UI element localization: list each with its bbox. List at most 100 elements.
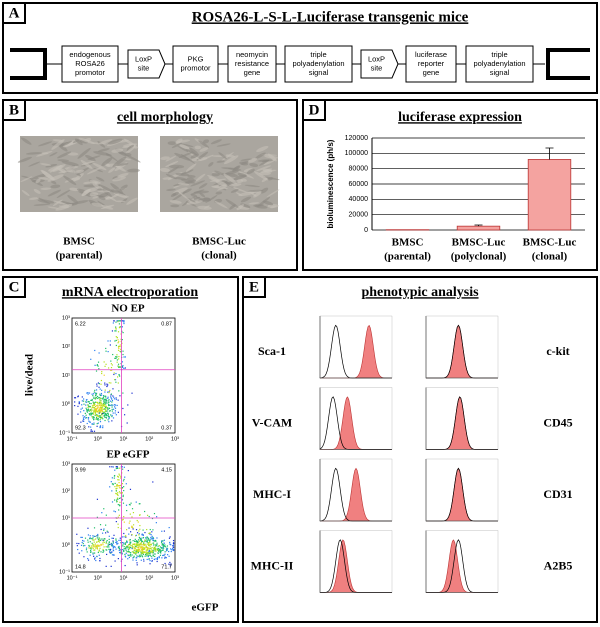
event-dot (117, 363, 120, 365)
event-dot (100, 538, 102, 540)
quadrant-value: 9.99 (75, 467, 86, 473)
event-dot (123, 515, 125, 518)
event-dot (148, 551, 150, 553)
event-dot (107, 402, 109, 404)
event-dot (111, 477, 113, 479)
event-dot (93, 416, 95, 419)
event-dot (131, 551, 134, 553)
event-dot (161, 544, 163, 546)
event-dot (123, 532, 125, 535)
event-dot (97, 535, 99, 537)
event-dot (100, 543, 102, 546)
event-dot (92, 547, 94, 550)
cell (247, 157, 258, 163)
event-dot (143, 542, 145, 544)
cell (112, 156, 127, 168)
event-dot (115, 542, 118, 544)
event-dot (151, 552, 153, 554)
event-dot (100, 407, 102, 410)
event-dot (130, 555, 132, 557)
event-dot (141, 546, 143, 548)
event-dot (165, 550, 168, 552)
cell (159, 167, 170, 173)
event-dot (154, 544, 156, 546)
x-axis-label: eGFP (192, 602, 219, 614)
event-dot (112, 540, 114, 542)
event-dot (161, 540, 163, 542)
event-dot (85, 547, 88, 549)
event-dot (104, 405, 106, 407)
cell (165, 155, 177, 162)
event-dot (160, 547, 163, 549)
event-dot (122, 350, 124, 352)
event-dot (117, 523, 119, 525)
cell (110, 183, 124, 194)
cell (199, 154, 214, 162)
event-dot (152, 539, 154, 541)
event-dot (117, 526, 119, 529)
event-dot (135, 559, 137, 561)
event-dot (94, 538, 97, 540)
event-dot (92, 406, 94, 408)
event-dot (92, 416, 95, 418)
event-dot (81, 541, 83, 544)
event-dot (148, 544, 150, 547)
event-dot (133, 555, 135, 557)
event-dot (112, 417, 115, 419)
event-dot (129, 504, 131, 506)
event-dot (118, 539, 120, 541)
cell (186, 200, 204, 205)
event-dot (105, 532, 107, 534)
cell (98, 139, 113, 145)
cell (72, 139, 80, 144)
event-dot (80, 408, 82, 410)
event-dot (89, 414, 91, 416)
event-dot (117, 479, 119, 481)
event-dot (132, 559, 134, 561)
event-dot (103, 412, 105, 415)
event-dot (158, 556, 160, 558)
event-dot (92, 395, 94, 397)
event-dot (118, 365, 120, 368)
event-dot (92, 552, 94, 554)
event-dot (100, 406, 102, 408)
event-dot (95, 401, 97, 403)
event-dot (88, 413, 90, 415)
event-dot (111, 401, 113, 403)
event-dot (98, 383, 100, 385)
event-dot (134, 544, 136, 546)
cell (57, 159, 70, 162)
event-dot (165, 548, 168, 550)
event-dot (90, 412, 92, 415)
event-dot (84, 412, 86, 414)
event-dot (119, 539, 122, 541)
event-dot (104, 382, 106, 384)
event-dot (97, 533, 99, 536)
event-dot (96, 547, 99, 549)
event-dot (107, 351, 109, 353)
event-dot (116, 356, 118, 358)
event-dot (94, 405, 97, 408)
event-dot (104, 389, 106, 391)
cell (253, 190, 262, 198)
event-dot (116, 501, 118, 503)
event-dot (90, 410, 92, 412)
panel-letter-box (302, 99, 326, 121)
event-dot (117, 342, 119, 344)
event-dot (136, 544, 138, 546)
bracket-left (10, 48, 47, 80)
event-dot (116, 466, 118, 468)
event-dot (168, 537, 171, 539)
event-dot (118, 323, 121, 325)
event-dot (103, 402, 105, 405)
event-dot (152, 537, 154, 539)
cell (40, 163, 52, 166)
event-dot (104, 414, 106, 416)
event-dot (135, 553, 137, 555)
event-dot (139, 547, 142, 549)
event-dot (97, 402, 99, 404)
event-dot (140, 542, 143, 544)
event-dot (77, 395, 79, 397)
event-dot (104, 416, 106, 418)
event-dot (147, 542, 150, 544)
